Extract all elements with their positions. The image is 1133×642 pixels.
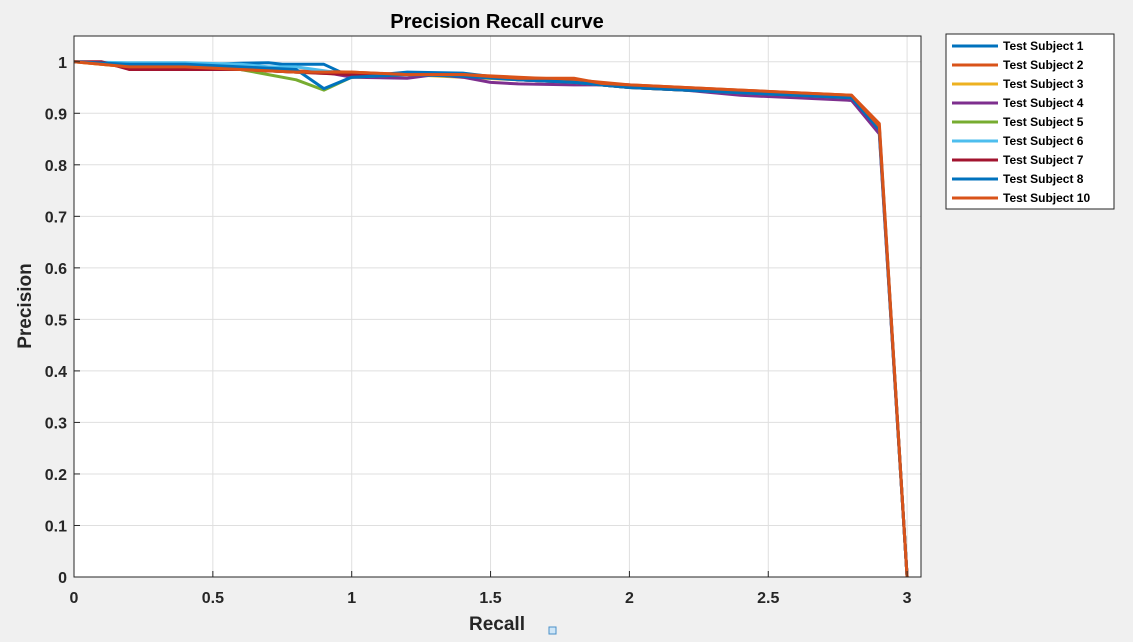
x-tick-label: 3 [903, 590, 912, 607]
legend-entry-label: Test Subject 2 [1003, 58, 1084, 72]
y-tick-label: 1 [58, 55, 67, 72]
x-tick-label: 1 [347, 590, 356, 607]
y-tick-label: 0.5 [45, 312, 67, 329]
y-tick-label: 0.9 [45, 106, 67, 123]
legend-entries: Test Subject 1 Test Subject 2 Test Subject… [952, 39, 1090, 205]
x-tick-label: 2.5 [757, 590, 779, 607]
legend-entry-label: Test Subject 6 [1003, 134, 1084, 148]
y-tick-label: 0.8 [45, 158, 67, 175]
axes-box [73, 35, 922, 578]
series-line[interactable] [73, 60, 909, 578]
data-cursor-marker[interactable] [548, 626, 557, 635]
x-tick-labels: 0 0.5 1 1.5 2 2.5 3 [70, 590, 912, 607]
x-tick-label: 0.5 [202, 590, 224, 607]
x-tick-label: 2 [625, 590, 634, 607]
y-tick-label: 0.7 [45, 209, 67, 226]
x-axis-label: Recall [469, 614, 525, 635]
tick-marks [73, 61, 908, 578]
x-tick-label: 1.5 [479, 590, 501, 607]
y-tick-label: 0 [58, 570, 67, 587]
y-tick-labels: 0 0.1 0.2 0.3 0.4 0.5 0.6 0.7 0.8 0.9 1 [45, 55, 67, 587]
y-tick-label: 0.4 [45, 364, 67, 381]
legend-entry-label: Test Subject 8 [1003, 172, 1084, 186]
axes-background [74, 36, 921, 577]
y-tick-label: 0.6 [45, 261, 67, 278]
chart-title: Precision Recall curve [390, 11, 603, 33]
y-tick-label: 0.2 [45, 467, 67, 484]
legend-entry-label: Test Subject 1 [1003, 39, 1084, 53]
legend-entry-label: Test Subject 7 [1003, 153, 1084, 167]
legend-entry-label: Test Subject 5 [1003, 115, 1084, 129]
legend-entry-label: Test Subject 10 [1003, 191, 1090, 205]
series-lines [73, 60, 909, 578]
y-axis-label: Precision [15, 263, 36, 349]
series-line[interactable] [73, 60, 909, 578]
x-tick-label: 0 [70, 590, 79, 607]
legend-entry-label: Test Subject 3 [1003, 77, 1084, 91]
y-tick-label: 0.1 [45, 518, 67, 535]
legend[interactable]: Test Subject 1 Test Subject 2 Test Subject… [945, 33, 1115, 210]
legend-entry-label: Test Subject 4 [1003, 96, 1084, 110]
y-tick-label: 0.3 [45, 415, 67, 432]
plot-area [73, 35, 922, 578]
